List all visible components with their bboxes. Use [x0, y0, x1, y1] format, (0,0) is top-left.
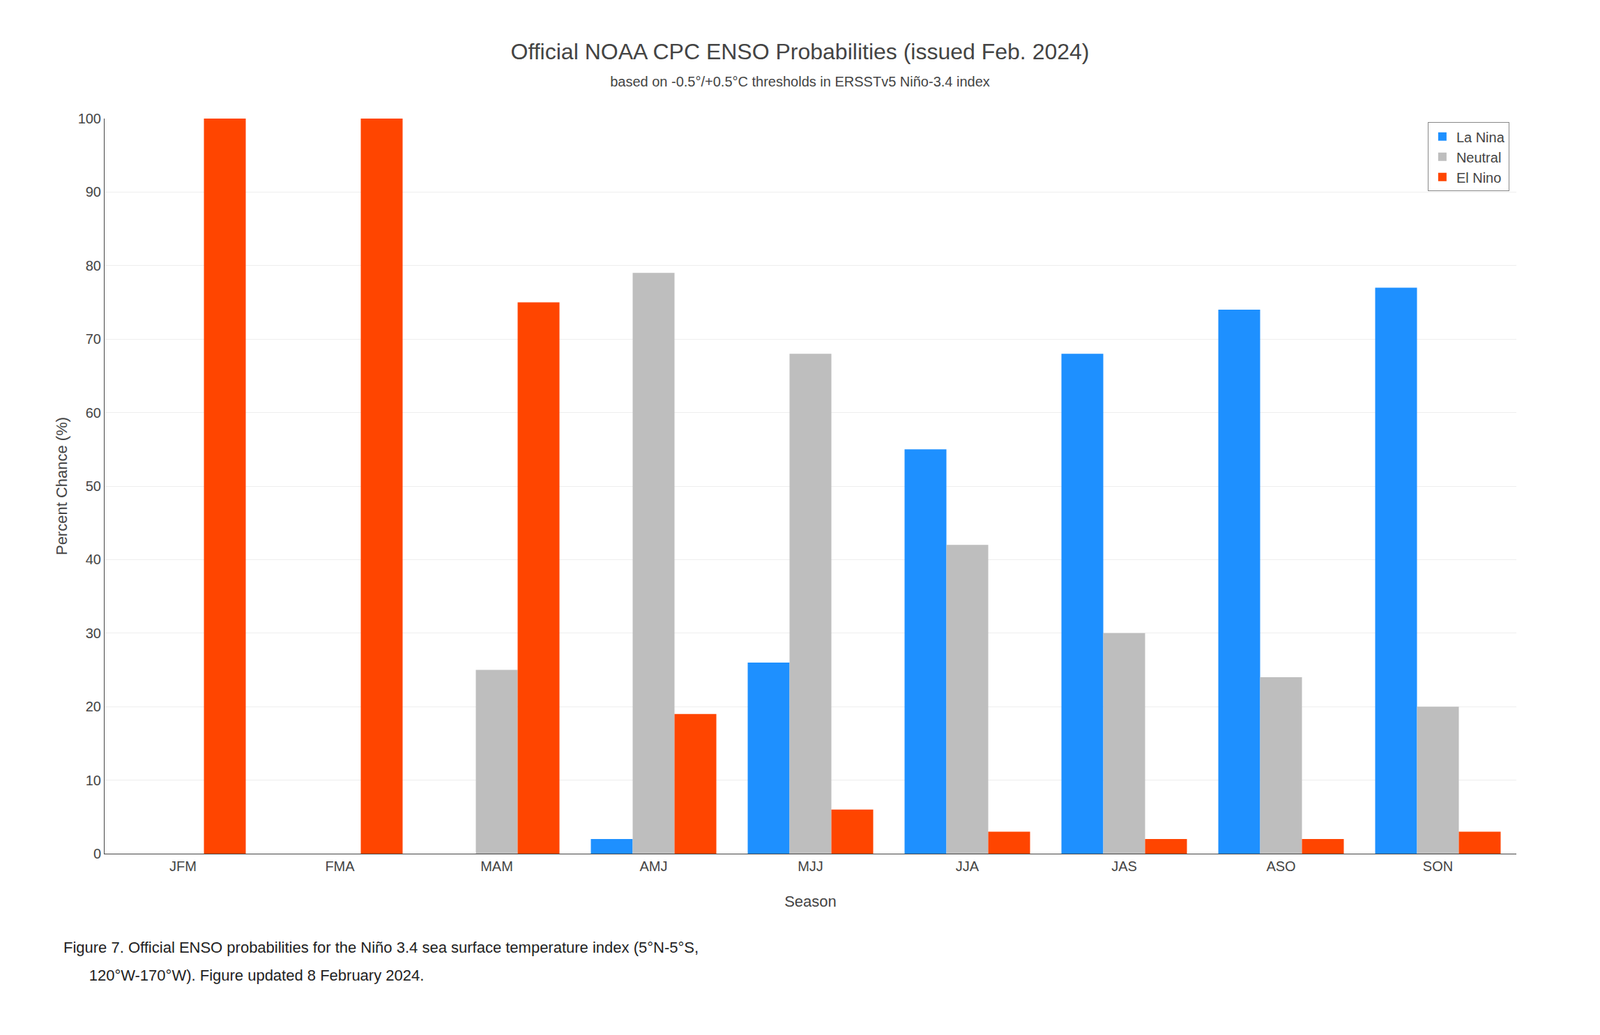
svg-text:SON: SON	[1422, 858, 1453, 874]
svg-text:La Nina: La Nina	[1456, 129, 1506, 146]
svg-text:Official NOAA CPC ENSO Probabi: Official NOAA CPC ENSO Probabilities (is…	[511, 39, 1090, 65]
svg-text:80: 80	[85, 257, 102, 274]
svg-text:30: 30	[85, 625, 102, 641]
svg-text:El Nino: El Nino	[1456, 170, 1502, 186]
svg-text:10: 10	[85, 772, 102, 788]
svg-text:JFM: JFM	[169, 858, 197, 874]
svg-text:90: 90	[85, 184, 102, 200]
svg-text:Figure 7. Official ENSO probab: Figure 7. Official ENSO probabilities fo…	[63, 938, 699, 956]
svg-text:100: 100	[78, 110, 102, 127]
svg-text:120°W-170°W). Figure updated 8: 120°W-170°W). Figure updated 8 February …	[63, 966, 424, 984]
svg-text:AMJ: AMJ	[640, 858, 668, 874]
svg-text:JJA: JJA	[955, 858, 980, 874]
svg-text:Neutral: Neutral	[1456, 149, 1502, 166]
svg-text:Percent Chance (%): Percent Chance (%)	[52, 416, 71, 555]
svg-text:MAM: MAM	[480, 858, 514, 874]
svg-text:20: 20	[85, 698, 102, 714]
svg-text:MJJ: MJJ	[797, 858, 824, 874]
svg-text:0: 0	[93, 845, 102, 862]
svg-text:Season: Season	[784, 892, 837, 910]
svg-text:ASO: ASO	[1266, 858, 1296, 874]
svg-text:60: 60	[85, 405, 102, 421]
svg-text:70: 70	[85, 331, 102, 347]
svg-text:50: 50	[85, 478, 102, 494]
svg-text:JAS: JAS	[1111, 858, 1138, 874]
svg-text:FMA: FMA	[324, 858, 355, 874]
svg-text:based on -0.5°/+0.5°C threshol: based on -0.5°/+0.5°C thresholds in ERSS…	[610, 73, 990, 90]
svg-text:40: 40	[85, 551, 102, 567]
